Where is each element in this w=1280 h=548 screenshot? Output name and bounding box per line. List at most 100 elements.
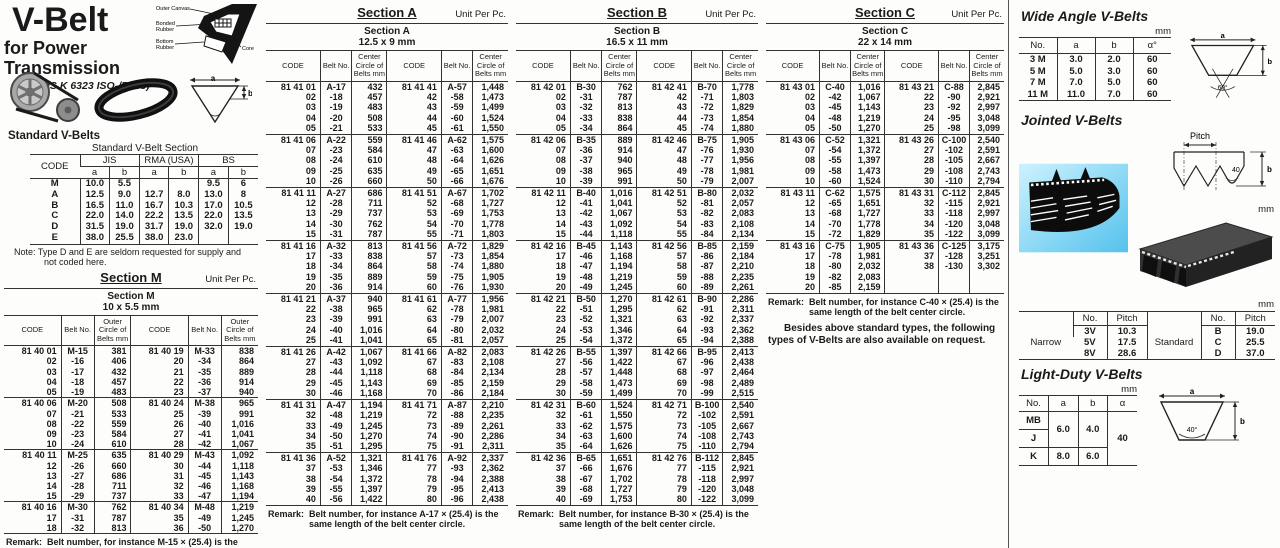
column-header: No.: [1019, 395, 1049, 412]
belt-no-cell: -110: [690, 441, 723, 453]
circle-mm-cell: 940: [601, 155, 637, 166]
value-cell: 8.0: [168, 189, 199, 201]
column-header: Belt No.: [938, 50, 970, 82]
table-row: 32 -48 1,219 72 -88 2,235: [266, 410, 508, 421]
belt-no-cell: -86: [690, 251, 723, 262]
belt-no-cell: -130: [938, 261, 970, 272]
circle-mm-cell: 483: [93, 387, 131, 398]
belt-no-cell: -30: [319, 218, 352, 230]
table-row: 04 -20 508 44 -60 1,524: [266, 112, 508, 124]
circle-mm-cell: 1,194: [351, 399, 387, 411]
code-cell: 73: [386, 420, 442, 431]
availability-note: Besides above standard types, the follow…: [768, 322, 996, 347]
column-header: Pitch: [1234, 311, 1275, 326]
code-cell: 12: [555, 197, 566, 208]
circle-mm-cell: 737: [93, 491, 131, 502]
belt-no-cell: -66: [569, 463, 602, 474]
circle-mm-cell: 1,702: [472, 187, 508, 198]
remark-text: Belt number, for instance B-30 × (25.4) …: [559, 508, 749, 530]
circle-mm-cell: 1,651: [472, 165, 508, 177]
circle-mm-cell: 2,464: [722, 367, 758, 378]
table-row: 81 43 11 C-62 1,575 81 43 31 C-112 2,845: [766, 187, 1004, 198]
belt-no-cell: -78: [819, 251, 851, 262]
circle-mm-cell: 1,372: [849, 144, 885, 156]
code-cell: 81 41 46: [386, 134, 442, 145]
circle-mm-cell: 2,388: [472, 473, 508, 484]
code-cell: 32: [305, 410, 316, 421]
value-cell: 12.5: [79, 189, 110, 201]
row-group: 81 42 16 B-45 1,143 81 42 56 B-85 2,159 17 -46 1…: [516, 240, 758, 294]
column-header: α: [1107, 395, 1137, 412]
section-size: 22 x 14 mm: [858, 37, 912, 48]
code-cell: 14: [805, 218, 816, 229]
code-cell: 81 43 21: [884, 81, 939, 92]
value-cell: 7.0: [1094, 88, 1133, 101]
table-row: 81 42 06 B-35 889 81 42 46 B-75 1,905: [516, 134, 758, 145]
belt-no-cell: A-87: [440, 399, 473, 411]
code-cell: 08: [805, 155, 816, 166]
circle-mm-cell: 2,261: [472, 420, 508, 431]
code-cell: 09: [555, 165, 566, 176]
table-row: 14 -70 1,778 34 -120 3,048: [766, 218, 1004, 230]
circle-mm-cell: 1,346: [351, 463, 387, 474]
label-a: a: [1221, 31, 1226, 40]
column-header: Outer Circle of Belts mm: [220, 314, 258, 347]
table-row: 03 -45 1,143 23 -92 2,997: [766, 102, 1004, 113]
code-cell: 81 42 56: [636, 240, 692, 251]
code-cell: 39: [555, 483, 566, 494]
wide-angle-heading: Wide Angle V-Belts: [1021, 8, 1149, 24]
belt-no-cell: -23: [319, 144, 352, 156]
circle-mm-cell: 1,676: [601, 463, 637, 474]
belt-no-cell: -71: [440, 229, 473, 241]
belt-no-cell: -41: [187, 428, 222, 440]
standard-vbelts-label: Standard V-Belts: [8, 130, 101, 142]
value-cell: 5 M: [1029, 65, 1046, 77]
code-cell: 23: [305, 314, 316, 325]
belt-no-cell: -42: [819, 91, 851, 103]
belt-no-cell: -17: [60, 366, 95, 377]
table-row: K 8.0 6.0: [1019, 447, 1137, 466]
circle-mm-cell: 2,032: [472, 324, 508, 336]
belt-no-cell: -76: [690, 144, 723, 156]
row-group: 81 42 01 B-30 762 81 42 41 B-70 1,778 02 -31 787…: [516, 81, 758, 135]
table-row: 14 -43 1,092 54 -83 2,108: [516, 218, 758, 230]
code-cell: 81 42 06: [530, 134, 566, 145]
code-cell: 07: [555, 144, 566, 155]
table-row: 33 -62 1,575 73 -105 2,667: [516, 420, 758, 431]
belt-no-cell: -88: [440, 410, 473, 421]
circle-mm-cell: 1,168: [601, 251, 637, 262]
row-group: 81 42 06 B-35 889 81 42 46 B-75 1,905 07 -36 914…: [516, 134, 758, 188]
circle-mm-cell: 635: [93, 449, 131, 461]
circle-mm-cell: 1,270: [220, 522, 258, 534]
belt-no-cell: -81: [440, 335, 473, 347]
code-cell: 81 41 16: [280, 240, 316, 251]
belt-no-cell: -34: [187, 356, 222, 367]
code-cell: 33: [305, 420, 316, 431]
code-cell: 75: [636, 441, 692, 453]
circle-mm-cell: 864: [601, 123, 637, 135]
belt-no-cell: -79: [440, 314, 473, 325]
table-row: 19 -48 1,219 59 -88 2,235: [516, 271, 758, 283]
header-row: CODE Belt No. Outer Circle of Belts mm CODE…: [4, 314, 258, 347]
code-cell: 81 43 06: [780, 134, 816, 145]
circle-mm-cell: 2,159: [722, 240, 758, 251]
circle-mm-cell: 610: [93, 439, 131, 450]
table-row: 81 42 26 B-55 1,397 81 42 66 B-95 2,413: [516, 346, 758, 358]
code-cell: 34: [305, 430, 316, 441]
table-row: 81 41 26 A-42 1,067 81 41 66 A-82 2,083: [266, 346, 508, 358]
light-duty-block: mm No. a b α MB 6.0 4: [1019, 384, 1274, 466]
table-row: 81 40 11 M-25 635 81 40 29 M-43 1,092: [4, 449, 258, 461]
table-row: 81 43 01 C-40 1,016 81 43 21 C-88 2,845: [766, 81, 1004, 92]
belt-no-cell: A-32: [319, 240, 352, 251]
code-cell: 78: [636, 473, 692, 484]
code-cell: 45: [386, 123, 442, 135]
code-cell: 37: [884, 251, 939, 262]
note: Note: Type D and E are seldom requested …: [14, 246, 241, 267]
table-row: 22 -38 965 62 -78 1,981: [266, 304, 508, 315]
value-cell: C: [1200, 337, 1235, 348]
belt-no-cell: C-125: [938, 240, 970, 251]
belt-no-cell: C-62: [819, 187, 851, 198]
column-header: Belt No.: [690, 50, 723, 82]
belt-no-cell: -26: [60, 460, 95, 471]
value-cell: 9.5: [198, 178, 229, 190]
